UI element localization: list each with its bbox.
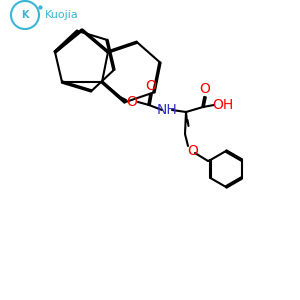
- Text: O: O: [200, 82, 210, 96]
- Text: O: O: [188, 144, 198, 158]
- Text: O: O: [146, 79, 156, 93]
- Text: O: O: [127, 95, 137, 109]
- Text: OH: OH: [212, 98, 234, 112]
- Text: K: K: [21, 10, 29, 20]
- Text: Kuojia: Kuojia: [45, 10, 79, 20]
- Text: NH: NH: [157, 103, 177, 117]
